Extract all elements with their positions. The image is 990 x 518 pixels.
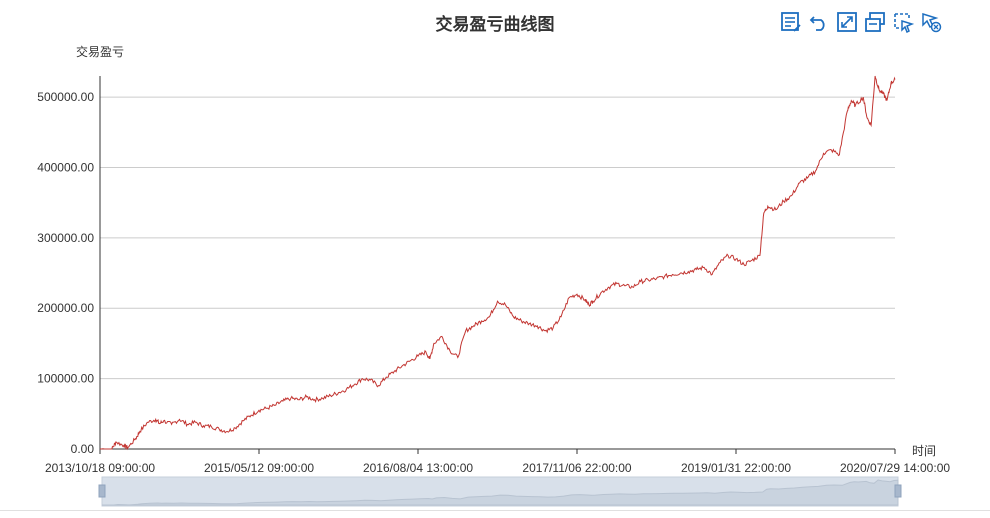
- data-view-icon[interactable]: [780, 11, 802, 33]
- grid-lines: [100, 96, 895, 380]
- x-axis-title: 时间: [912, 444, 937, 458]
- y-tick-label: 200000.00: [37, 301, 94, 315]
- series-line: [100, 75, 896, 451]
- x-tick-label: 2015/05/12 09:00:00: [204, 461, 314, 475]
- x-tick-label: 2017/11/06 22:00:00: [522, 461, 632, 475]
- chart-title: 交易盈亏曲线图: [435, 15, 555, 34]
- y-tick-label: 0.00: [71, 442, 95, 456]
- y-tick-label: 100000.00: [37, 372, 94, 386]
- x-tick-label: 2020/07/29 14:00:00: [840, 461, 950, 475]
- slider-handle-right[interactable]: [894, 484, 902, 498]
- y-tick-label: 400000.00: [37, 160, 94, 174]
- select-icon[interactable]: [892, 11, 914, 33]
- restore-icon[interactable]: [808, 11, 830, 33]
- x-ticks: 2013/10/18 09:00:00 2015/05/12 09:00:00 20…: [45, 449, 950, 475]
- x-tick-label: 2016/08/04 13:00:00: [363, 461, 473, 475]
- clear-select-icon[interactable]: [920, 11, 942, 33]
- toolbox: [780, 11, 942, 35]
- x-tick-label: 2013/10/18 09:00:00: [45, 461, 155, 475]
- y-tick-label: 300000.00: [37, 231, 94, 245]
- y-tick-label: 500000.00: [37, 90, 94, 104]
- bottom-border: [0, 510, 990, 511]
- x-tick-label: 2019/01/31 22:00:00: [681, 461, 791, 475]
- print-icon[interactable]: [864, 11, 886, 33]
- data-zoom-slider[interactable]: [98, 476, 902, 507]
- y-ticks: 0.00 100000.00 200000.00 300000.00 400000.00…: [37, 90, 94, 456]
- y-axis-title: 交易盈亏: [76, 45, 125, 59]
- slider-preview-area: [102, 479, 899, 506]
- slider-handle-left[interactable]: [98, 484, 106, 498]
- zoom-icon[interactable]: [836, 11, 858, 33]
